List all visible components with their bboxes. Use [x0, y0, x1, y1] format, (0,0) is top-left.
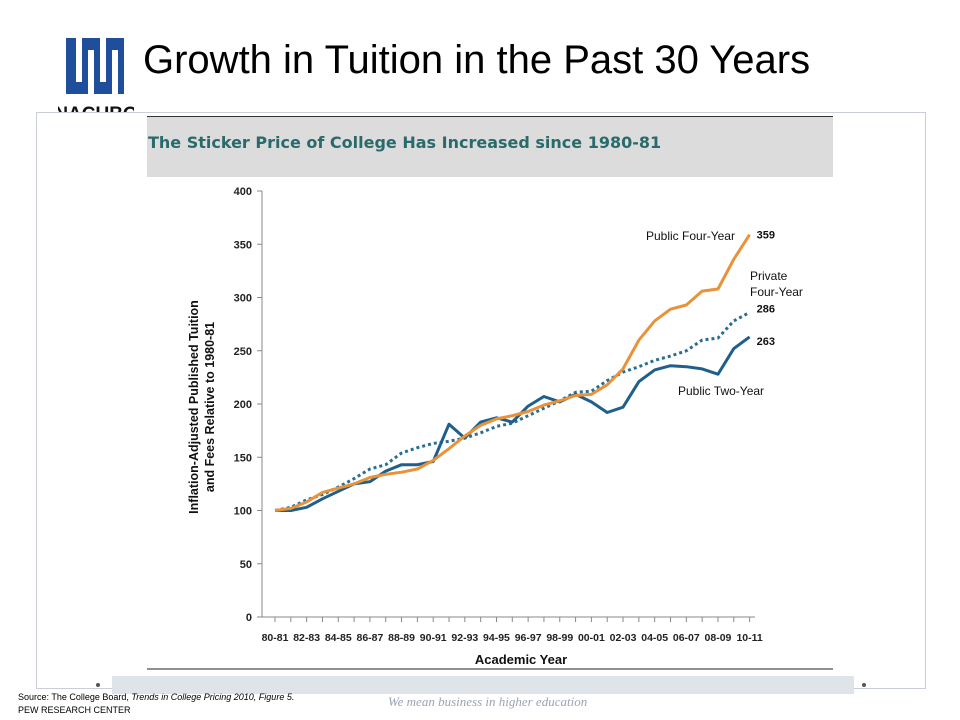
footer-bar	[112, 676, 854, 694]
series-label-private-four-year-line2: Four-Year	[750, 285, 803, 299]
x-tick-label: 10-11	[736, 632, 762, 644]
series-label-public-two-year: Public Two-Year	[678, 384, 764, 398]
y-tick-label: 200	[234, 399, 252, 411]
x-tick-label: 96-97	[515, 632, 542, 644]
x-axis-label: Academic Year	[475, 652, 567, 667]
x-tick-label: 86-87	[356, 632, 383, 644]
y-tick-label: 400	[234, 186, 252, 198]
y-axis-label-line1: Inflation-Adjusted Published Tuition	[187, 300, 201, 514]
credit-note: PEW RESEARCH CENTER	[18, 705, 131, 715]
y-axis-label-line2: and Fees Relative to 1980-81	[203, 322, 217, 492]
series-line-public-four-year	[274, 233, 751, 512]
y-tick-label: 0	[246, 612, 252, 624]
slide-title: Growth in Tuition in the Past 30 Years	[143, 38, 811, 82]
y-tick-label: 300	[234, 293, 252, 305]
x-tick-label: 88-89	[388, 632, 415, 644]
y-tick-label: 250	[234, 346, 252, 358]
x-tick-label: 92-93	[451, 632, 478, 644]
source-note: Source: The College Board, Trends in Col…	[18, 692, 294, 702]
x-tick-label: 84-85	[325, 632, 352, 644]
x-tick-label: 98-99	[546, 632, 573, 644]
end-value-label: 286	[757, 303, 775, 315]
footer-tagline: We mean business in higher education	[388, 694, 588, 709]
chart-axes: 0 50 100 150 200 250 300 350 400 80-81 82-83 84-85 8…	[234, 186, 763, 644]
x-tick-label: 08-09	[705, 632, 732, 644]
source-title: Trends in College Pricing 2010, Figure 5…	[131, 692, 295, 702]
chart-title: The Sticker Price of College Has Increas…	[148, 133, 662, 152]
y-tick-label: 350	[234, 239, 252, 251]
footer-bullet-right	[862, 683, 866, 687]
y-tick-label: 50	[240, 559, 252, 571]
series-label-private-four-year-line1: Private	[750, 269, 788, 283]
y-tick-label: 150	[234, 452, 252, 464]
x-tick-label: 02-03	[610, 632, 637, 644]
series-line-private-four-year	[274, 311, 751, 512]
end-value-label: 359	[757, 230, 775, 242]
x-tick-label: 90-91	[420, 632, 447, 644]
x-tick-label: 00-01	[578, 632, 605, 644]
source-prefix: Source: The College Board,	[18, 692, 132, 702]
y-tick-label: 100	[234, 506, 252, 518]
content-frame	[36, 112, 926, 689]
x-tick-label: 82-83	[293, 632, 320, 644]
chart-series	[274, 233, 751, 512]
chart-title-band	[147, 116, 833, 177]
x-tick-label: 06-07	[673, 632, 700, 644]
footer-bullet-left	[96, 683, 100, 687]
chart-annotations: 359 286 263 Public Four-Year Private Four-Yea…	[646, 229, 803, 398]
series-label-public-four-year: Public Four-Year	[646, 229, 735, 243]
x-tick-label: 80-81	[262, 632, 289, 644]
x-tick-label: 94-95	[483, 632, 510, 644]
end-value-label: 263	[757, 336, 775, 348]
x-tick-label: 04-05	[641, 632, 668, 644]
